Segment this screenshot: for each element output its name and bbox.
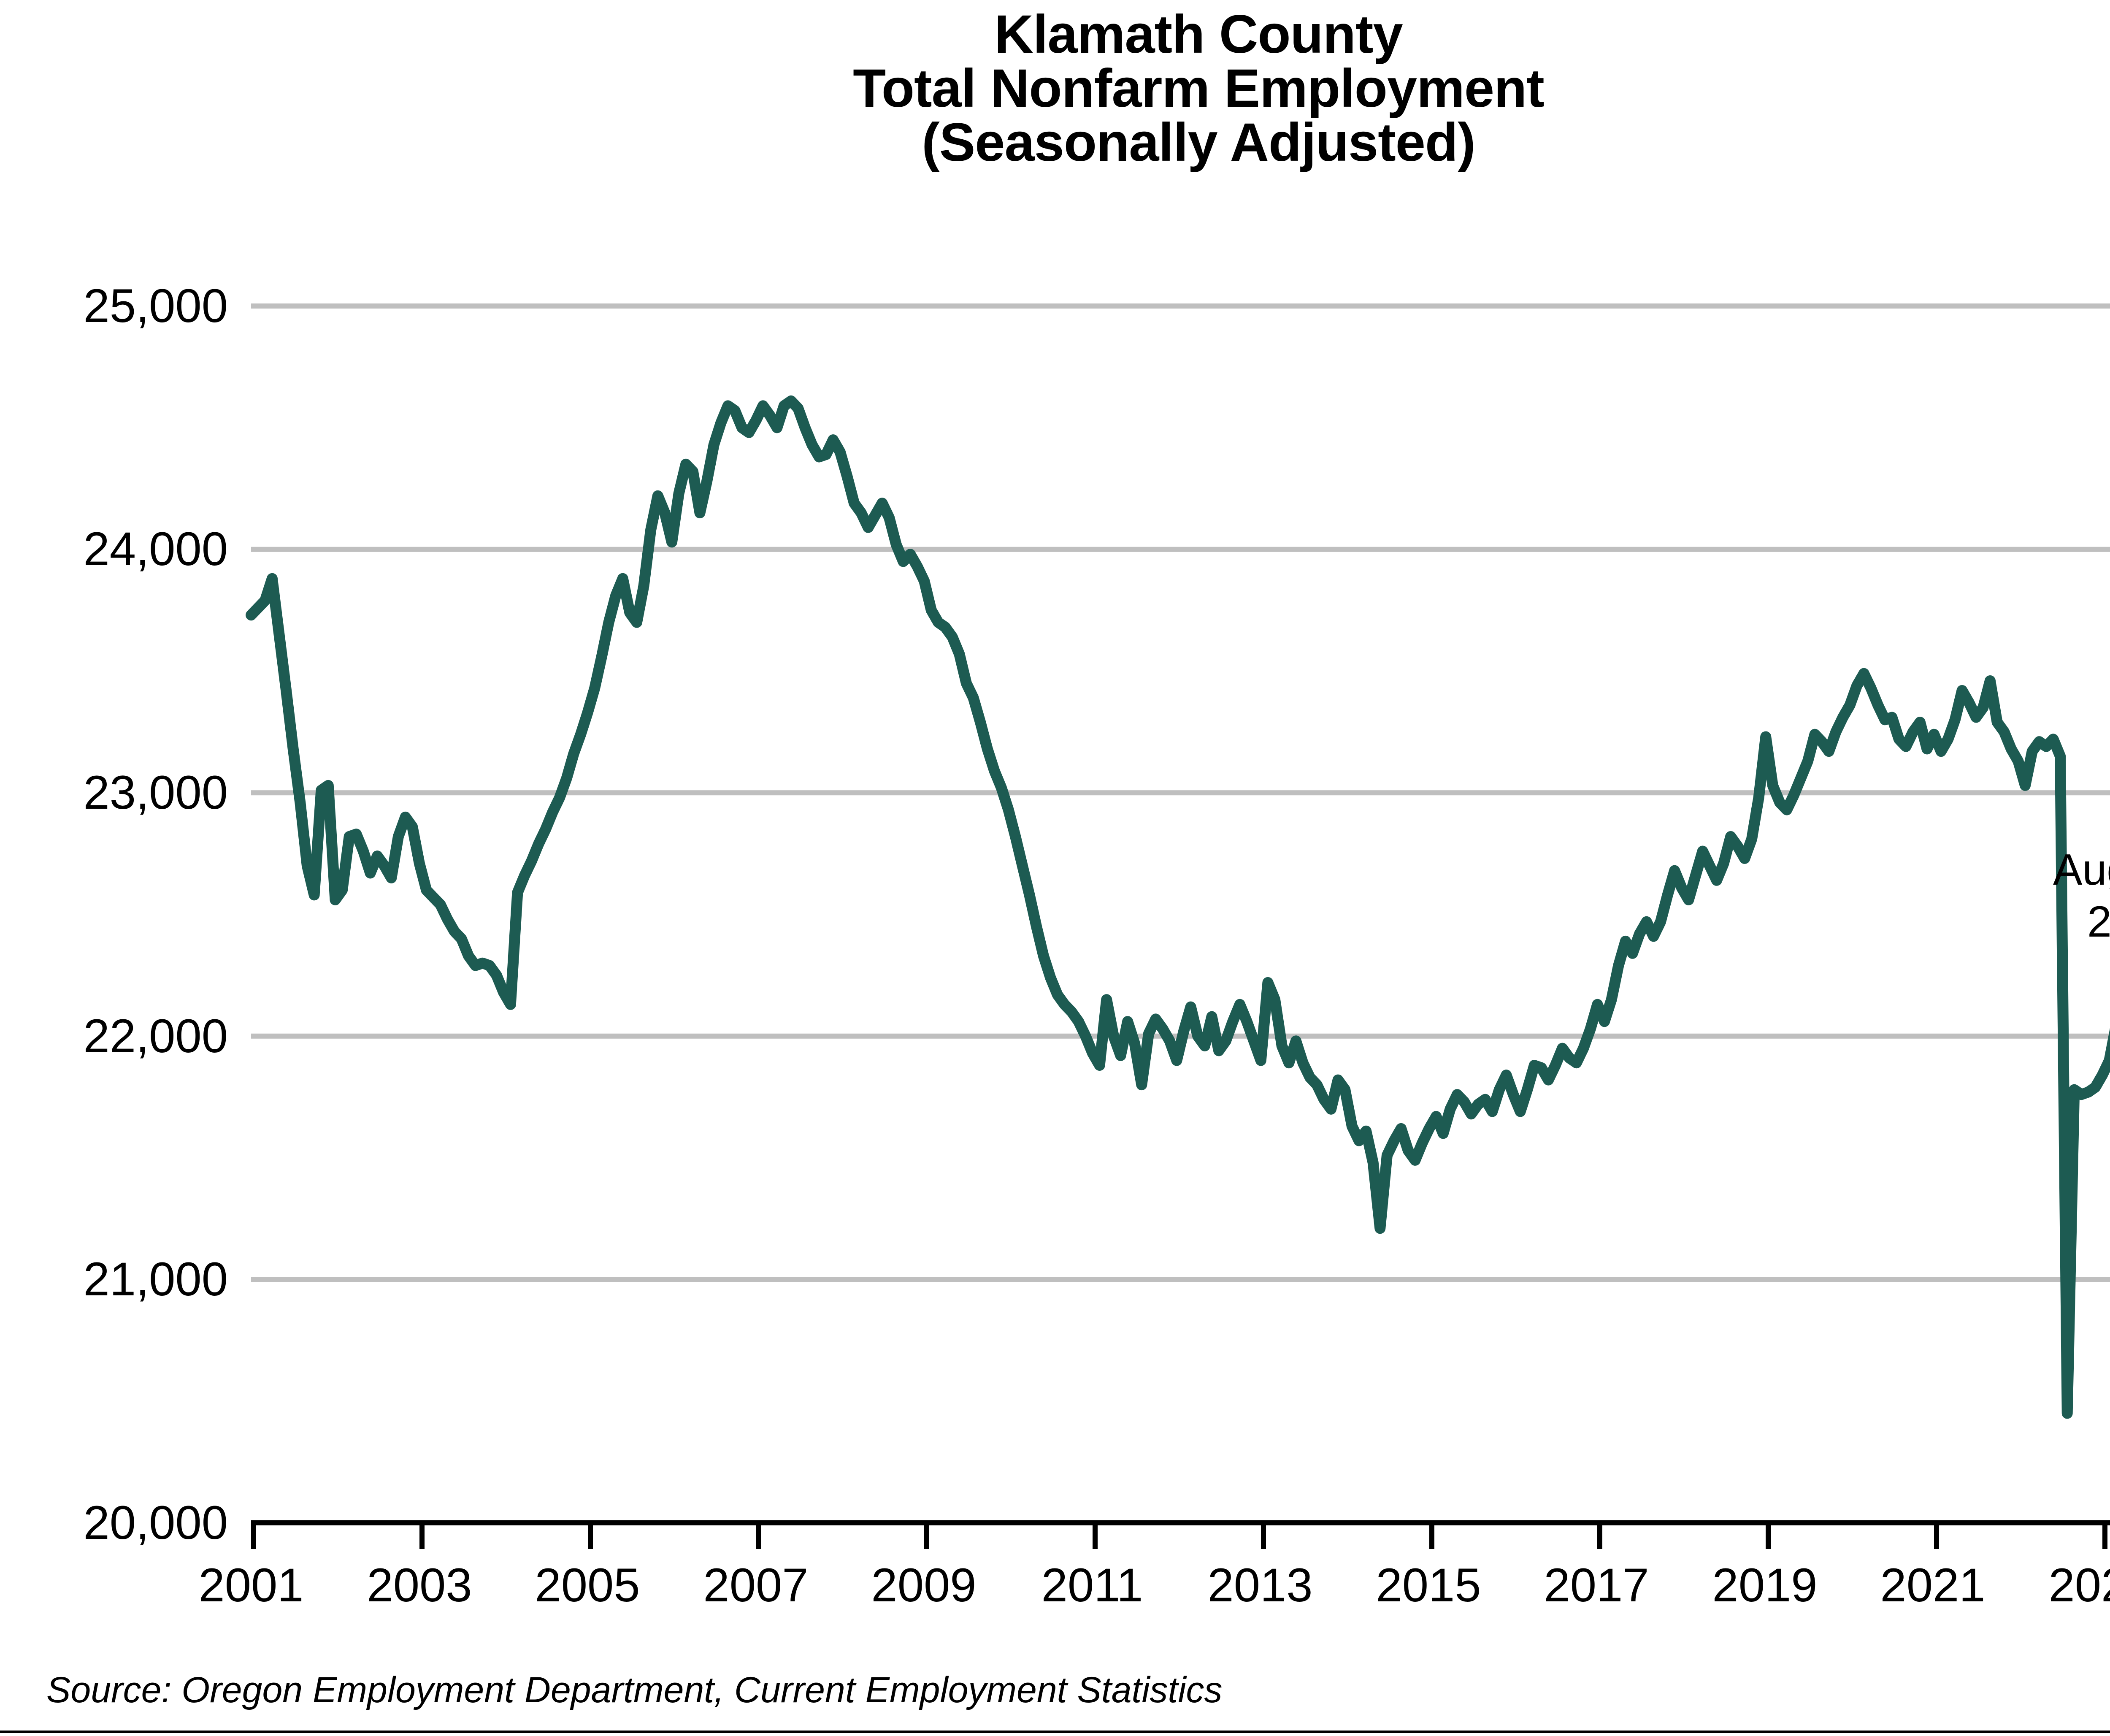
- gridlines: [251, 303, 2110, 1282]
- x-tick-mark-2003: [419, 1525, 425, 1549]
- x-tick-2023: 2023: [2048, 1559, 2110, 1611]
- x-tick-2005: 2005: [535, 1559, 640, 1611]
- x-tick-2021: 2021: [1880, 1559, 1986, 1611]
- latest-value-annotation: Aug-2025: 23,450: [2002, 844, 2110, 948]
- x-tick-mark-2001: [251, 1525, 256, 1549]
- x-tick-2013: 2013: [1207, 1559, 1313, 1611]
- x-tick-2017: 2017: [1544, 1559, 1649, 1611]
- y-tick-21000: 21,000: [83, 1253, 228, 1305]
- y-tick-20000: 20,000: [83, 1496, 228, 1549]
- x-tick-2009: 2009: [871, 1559, 977, 1611]
- annotation-value: 23,450: [2087, 897, 2110, 946]
- x-tick-2001: 2001: [198, 1559, 304, 1611]
- x-tick-mark-2011: [1093, 1525, 1098, 1549]
- bottom-rule: [0, 1731, 2110, 1733]
- x-tick-2011: 2011: [1041, 1559, 1143, 1611]
- plot-area: [246, 303, 2110, 1523]
- y-tick-24000: 24,000: [83, 523, 228, 575]
- x-axis: [251, 1520, 2110, 1525]
- y-axis-labels: 25,000 24,000 23,000 22,000 21,000 20,00…: [0, 0, 228, 1736]
- x-tick-mark-2015: [1429, 1525, 1434, 1549]
- y-tick-23000: 23,000: [83, 766, 228, 819]
- x-tick-2019: 2019: [1712, 1559, 1818, 1611]
- employment-line: [246, 395, 2110, 1419]
- source-note: Source: Oregon Employment Department, Cu…: [46, 1670, 1223, 1710]
- page-title: Klamath County Total Nonfarm Employment …: [0, 8, 2110, 170]
- x-tick-mark-2007: [756, 1525, 761, 1549]
- title-line-3: (Seasonally Adjusted): [922, 112, 1475, 173]
- x-tick-2015: 2015: [1376, 1559, 1481, 1611]
- x-tick-mark-2013: [1261, 1525, 1266, 1549]
- y-tick-22000: 22,000: [83, 1010, 228, 1062]
- x-tick-2003: 2003: [367, 1559, 472, 1611]
- x-tick-mark-2009: [924, 1525, 930, 1549]
- y-tick-25000: 25,000: [83, 279, 228, 332]
- x-tick-2007: 2007: [703, 1559, 809, 1611]
- plot-svg: [246, 303, 2110, 1419]
- x-tick-mark-2005: [587, 1525, 593, 1549]
- title-line-1: Klamath County: [994, 4, 1403, 65]
- x-tick-mark-2023: [2102, 1525, 2107, 1549]
- x-tick-mark-2019: [1766, 1525, 1771, 1549]
- x-tick-mark-2021: [1934, 1525, 1939, 1549]
- title-line-2: Total Nonfarm Employment: [853, 58, 1545, 119]
- x-tick-mark-2017: [1597, 1525, 1603, 1549]
- annotation-date: Aug-2025:: [2053, 845, 2110, 894]
